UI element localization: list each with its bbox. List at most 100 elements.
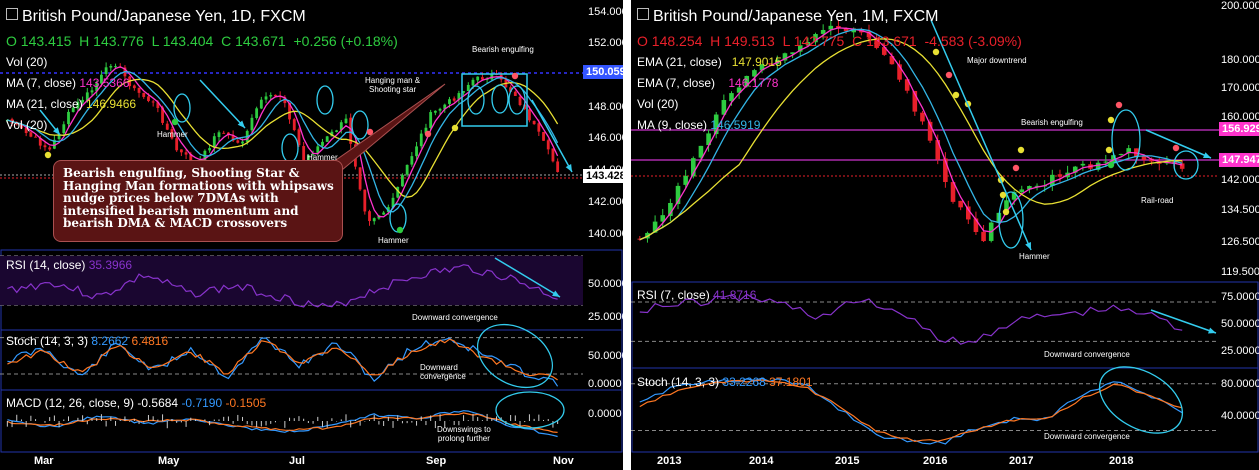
- hammer-ellipse: [998, 191, 1024, 249]
- candle-body: [943, 158, 948, 183]
- monthly-rsi-legend: RSI (7, close) 41.8716: [637, 288, 757, 302]
- panel-border: [631, 367, 1259, 453]
- hanging-man-label: Hanging man & Shooting star: [365, 76, 421, 94]
- candle-body: [372, 218, 376, 222]
- candle-body: [264, 96, 268, 100]
- candle-body: [1118, 153, 1124, 155]
- oscillator-line: [7, 338, 558, 381]
- candle-body: [935, 140, 941, 160]
- hammer-label-3: Hammer: [378, 236, 409, 245]
- oscillator-line: [7, 410, 558, 438]
- daily-chart[interactable]: British Pound/Japanese Yen, 1D, FXCM O 1…: [0, 0, 623, 470]
- bearish-engulfing-label: Bearish engulfing: [472, 45, 534, 54]
- candle-body: [29, 132, 33, 137]
- candle-body: [744, 75, 750, 87]
- collapse-icon[interactable]: [6, 8, 18, 20]
- daily-stoch-legend: Stoch (14, 3, 3) 8.2662 6.4816: [6, 334, 169, 348]
- x-label: Sep: [426, 455, 447, 467]
- candle-body: [480, 77, 484, 80]
- candle-body: [396, 186, 400, 198]
- candle-body: [927, 121, 933, 141]
- candle-body: [1072, 166, 1078, 173]
- pattern-ellipse: [1111, 109, 1141, 171]
- candle-body: [904, 79, 910, 91]
- rsi-tick: 25.0000: [1221, 345, 1259, 357]
- major-downtrend-label: Major downtrend: [967, 56, 1027, 65]
- candle-body: [462, 91, 465, 93]
- candle-body: [85, 92, 89, 101]
- candle-body: [401, 174, 404, 187]
- candle-body: [349, 117, 353, 144]
- candle-body: [189, 153, 193, 162]
- rsi-note: Downward convergence: [412, 313, 498, 322]
- candle-body: [363, 189, 367, 212]
- candle-body: [391, 197, 395, 208]
- candle-body: [114, 66, 117, 68]
- candle-body: [782, 53, 788, 61]
- candle-body: [321, 141, 324, 146]
- candle-body: [212, 136, 216, 148]
- candle-body: [429, 112, 433, 128]
- stoch-tick: 50.0000: [588, 350, 623, 362]
- candle-body: [274, 94, 277, 97]
- candle-body: [767, 63, 772, 65]
- candle-body: [222, 132, 226, 134]
- candle-body: [759, 64, 765, 71]
- signal-dot: [1017, 146, 1025, 154]
- candle-body: [62, 124, 66, 134]
- candle-body: [57, 133, 61, 140]
- candle-body: [170, 129, 174, 139]
- bearish-engulfing-label: Bearish engulfing: [1021, 118, 1083, 127]
- price-tick: 142.000: [1221, 174, 1259, 186]
- candle-body: [958, 200, 963, 208]
- stoch-tick: 0.0000: [588, 378, 622, 390]
- candle-body: [518, 96, 522, 105]
- candle-body: [52, 139, 56, 149]
- daily-rsi-legend: RSI (14, close) 35.3966: [6, 258, 133, 272]
- candle-body: [528, 109, 531, 121]
- monthly-chart[interactable]: British Pound/Japanese Yen, 1M, FXCM O 1…: [631, 0, 1259, 470]
- stoch-ellipse: [1098, 366, 1184, 434]
- candle-body: [1057, 174, 1063, 177]
- candle-body: [142, 92, 146, 97]
- candle-body: [866, 31, 872, 38]
- trend-arrow: [531, 99, 573, 173]
- candle-body: [306, 155, 310, 161]
- rsi-tick: 25.0000: [588, 311, 623, 323]
- price-tick: 170.000: [1221, 82, 1259, 94]
- candle-body: [950, 182, 956, 202]
- rsi-arrow-head: [552, 290, 560, 297]
- candle-body: [466, 84, 470, 92]
- candle-body: [556, 161, 560, 172]
- candle-body: [90, 90, 94, 93]
- candle-body: [1111, 155, 1116, 163]
- pattern-ellipse: [316, 85, 334, 115]
- candle-body: [368, 211, 371, 222]
- daily-macd-legend: MACD (12, 26, close, 9) -0.5684 -0.7190 …: [6, 396, 267, 410]
- collapse-icon[interactable]: [637, 8, 649, 20]
- daily-ohlc: O 143.415 H 143.776 L 143.404 C 143.671 …: [6, 33, 398, 49]
- candle-body: [813, 34, 818, 43]
- signal-dot: [424, 130, 432, 138]
- candle-body: [1004, 200, 1009, 213]
- signal-dot: [999, 191, 1007, 199]
- candle-body: [652, 221, 658, 233]
- candle-body: [1126, 148, 1131, 154]
- candle-body: [71, 107, 75, 112]
- resistance-price-tag: 150.059: [583, 65, 623, 79]
- candle-body: [546, 140, 550, 150]
- trend-arrow: [199, 79, 246, 129]
- candle-body: [1156, 162, 1162, 164]
- candle-body: [405, 164, 409, 175]
- candle-body: [339, 122, 343, 130]
- candle-body: [920, 112, 925, 122]
- x-label: Nov: [553, 455, 574, 467]
- rsi-band: [0, 255, 583, 306]
- stoch-note: Downward convergence: [420, 363, 466, 381]
- candle-body: [713, 114, 719, 135]
- trend-arrow-head: [52, 127, 60, 135]
- candle-body: [981, 231, 986, 242]
- signal-dot: [932, 48, 940, 56]
- candle-body: [532, 120, 536, 125]
- signal-dot: [952, 91, 960, 99]
